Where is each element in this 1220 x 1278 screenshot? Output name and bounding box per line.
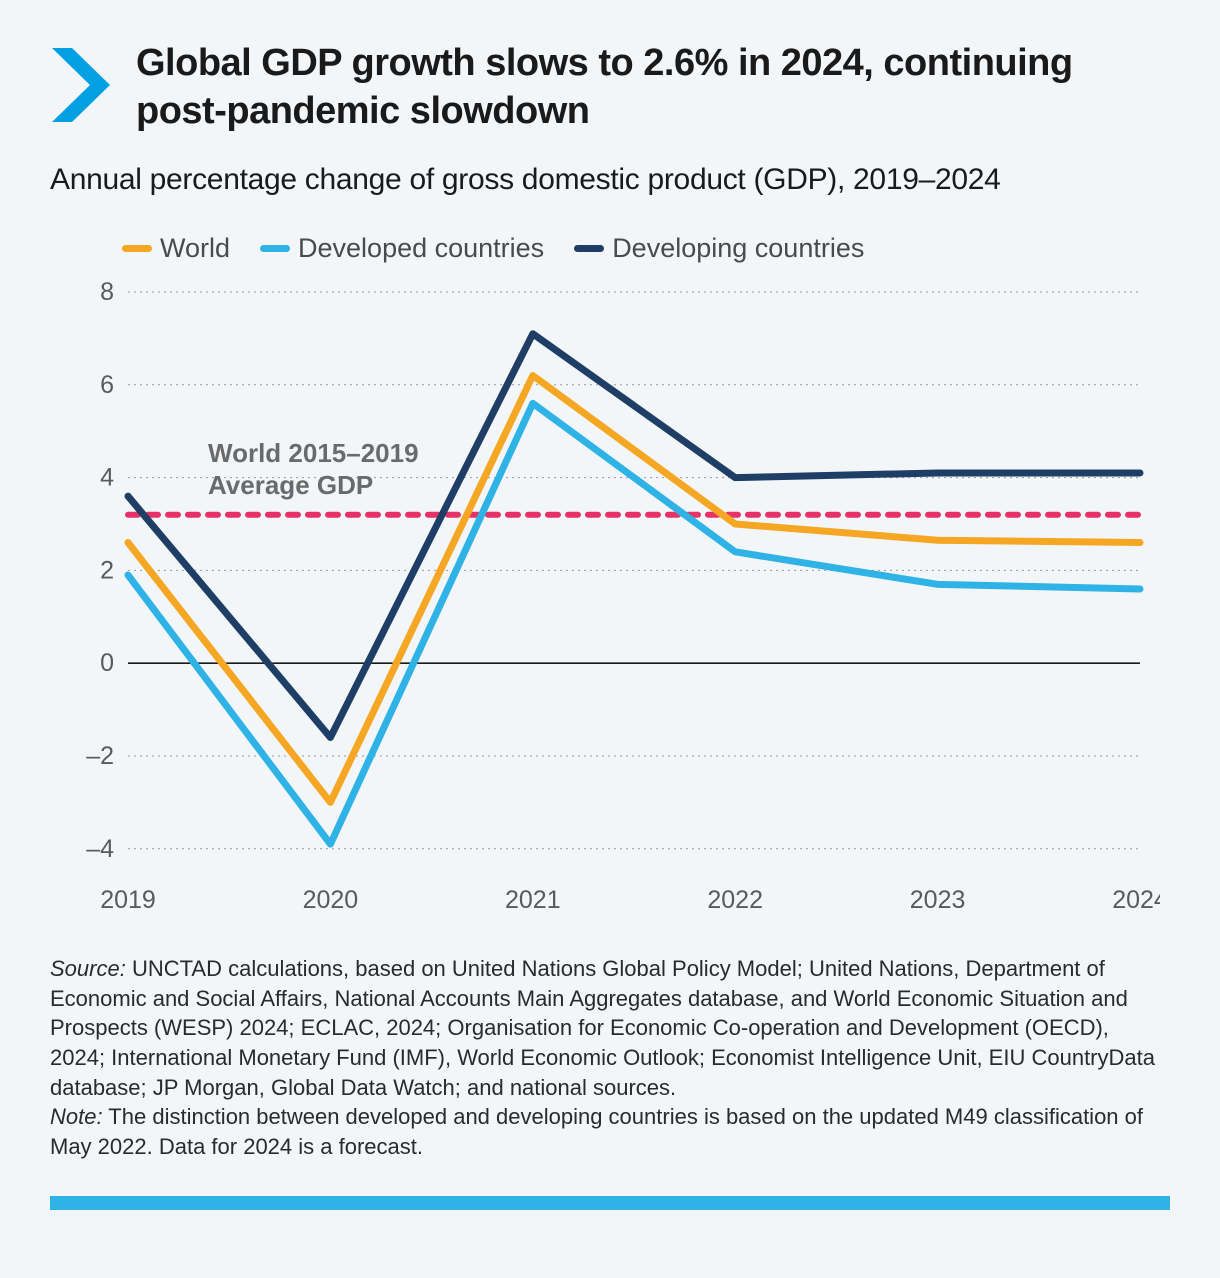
subtitle: Annual percentage change of gross domest… xyxy=(50,163,1170,197)
svg-text:6: 6 xyxy=(100,371,114,399)
svg-text:2022: 2022 xyxy=(707,886,763,914)
source-label: Source: xyxy=(50,956,126,981)
header: Global GDP growth slows to 2.6% in 2024,… xyxy=(50,40,1170,135)
svg-text:4: 4 xyxy=(100,464,114,492)
chart-container: –4 –2 0 2 4 6 8 2019 2020 2021 2022 2023 2024 World … xyxy=(50,282,1170,922)
footnotes: Source: UNCTAD calculations, based on Un… xyxy=(50,954,1170,1162)
chevron-right-icon xyxy=(50,46,112,124)
source-text: UNCTAD calculations, based on United Nat… xyxy=(50,956,1155,1100)
legend-item-developing: Developing countries xyxy=(574,233,864,264)
line-chart: –4 –2 0 2 4 6 8 2019 2020 2021 2022 2023 2024 xyxy=(50,282,1160,922)
svg-text:2024: 2024 xyxy=(1112,886,1160,914)
svg-text:2: 2 xyxy=(100,556,114,584)
legend-swatch xyxy=(574,245,604,252)
note-label: Note: xyxy=(50,1104,103,1129)
svg-text:8: 8 xyxy=(100,282,114,306)
svg-text:0: 0 xyxy=(100,649,114,677)
svg-text:–2: –2 xyxy=(86,742,114,770)
page-title: Global GDP growth slows to 2.6% in 2024,… xyxy=(136,40,1170,135)
note-text: The distinction between developed and de… xyxy=(50,1104,1143,1159)
legend-item-world: World xyxy=(122,233,230,264)
svg-text:–4: –4 xyxy=(86,835,114,863)
svg-text:2021: 2021 xyxy=(505,886,561,914)
legend-item-developed: Developed countries xyxy=(260,233,544,264)
reference-line-label: World 2015–2019 Average GDP xyxy=(208,437,419,502)
legend-swatch xyxy=(260,245,290,252)
legend-label: World xyxy=(160,233,230,264)
svg-text:2023: 2023 xyxy=(910,886,966,914)
legend-label: Developed countries xyxy=(298,233,544,264)
svg-text:2020: 2020 xyxy=(303,886,359,914)
legend-label: Developing countries xyxy=(612,233,864,264)
legend-swatch xyxy=(122,245,152,252)
bottom-accent-bar xyxy=(50,1196,1170,1210)
svg-text:2019: 2019 xyxy=(100,886,156,914)
legend: World Developed countries Developing cou… xyxy=(122,233,1170,264)
